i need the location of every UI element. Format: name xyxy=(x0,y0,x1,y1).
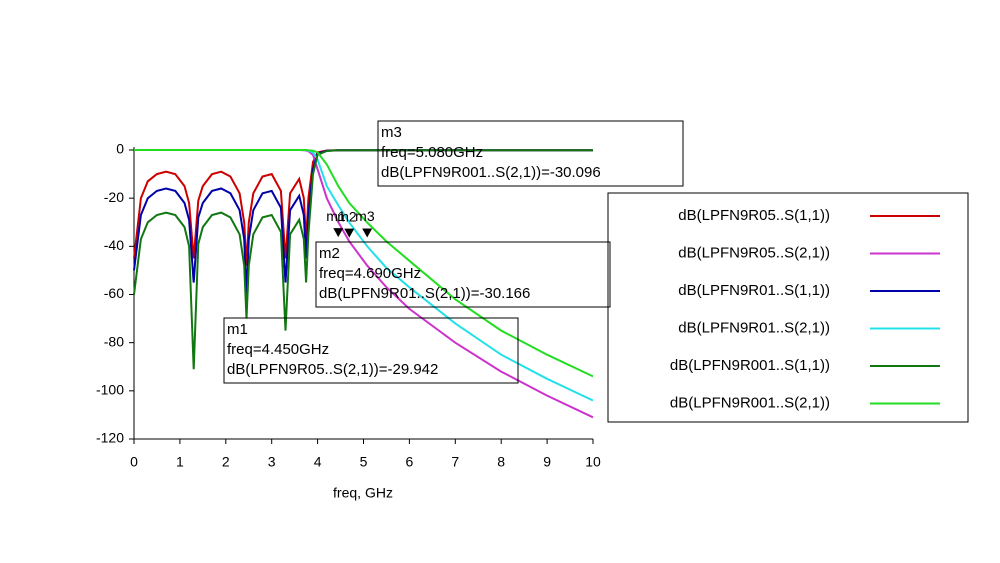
series-line xyxy=(133,149,593,370)
marker-readout: m1 xyxy=(227,321,248,338)
marker-readout: freq=4.450GHz xyxy=(227,341,329,358)
x-tick-label: 2 xyxy=(222,454,230,470)
x-tick-label: 6 xyxy=(406,454,414,470)
y-tick-label: 0 xyxy=(116,141,124,157)
marker-readout: freq=5.080GHz xyxy=(381,144,483,161)
marker-readout: dB(LPFN9R001..S(2,1))=-30.096 xyxy=(381,164,601,181)
series-line xyxy=(134,149,594,378)
x-tick-label: 5 xyxy=(360,454,368,470)
y-tick-label: -100 xyxy=(96,382,124,398)
x-tick-label: 1 xyxy=(176,454,184,470)
x-tick-label: 9 xyxy=(543,454,551,470)
legend-box xyxy=(607,192,969,423)
marker-name: m2 xyxy=(337,208,357,224)
x-tick-label: 10 xyxy=(585,454,601,470)
x-tick-label: 4 xyxy=(314,454,322,470)
marker-name: m1 xyxy=(326,208,346,224)
x-tick-label: 7 xyxy=(451,454,459,470)
x-tick-label: 0 xyxy=(130,454,138,470)
marker-readout: m2 xyxy=(319,245,340,262)
y-tick-label: -60 xyxy=(104,285,124,301)
legend-label: dB(LPFN9R001..S(2,1)) xyxy=(670,394,830,411)
marker-readout: dB(LPFN9R05..S(2,1))=-29.942 xyxy=(227,361,438,378)
marker-box xyxy=(223,317,519,384)
marker-triangle xyxy=(362,228,373,238)
legend-label: dB(LPFN9R05..S(2,1)) xyxy=(678,244,830,261)
marker-name: m3 xyxy=(355,208,375,224)
y-tick-label: -80 xyxy=(104,333,124,349)
y-tick-label: -120 xyxy=(96,430,124,446)
x-axis-label: freq, GHz xyxy=(333,485,393,501)
marker-triangle xyxy=(344,228,355,238)
marker-readout: freq=4.690GHz xyxy=(319,265,421,282)
marker-box xyxy=(377,120,684,187)
marker-readout: dB(LPFN9R01..S(2,1))=-30.166 xyxy=(319,285,530,302)
y-tick-label: -20 xyxy=(104,189,124,205)
y-tick-label: -40 xyxy=(104,237,124,253)
legend-label: dB(LPFN9R01..S(1,1)) xyxy=(678,282,830,299)
legend-label: dB(LPFN9R001..S(1,1)) xyxy=(670,357,830,374)
x-tick-label: 8 xyxy=(497,454,505,470)
marker-box xyxy=(315,241,611,308)
legend-label: dB(LPFN9R01..S(2,1)) xyxy=(678,319,830,336)
legend-label: dB(LPFN9R05..S(1,1)) xyxy=(678,207,830,224)
marker-readout: m3 xyxy=(381,124,402,141)
x-tick-label: 3 xyxy=(268,454,276,470)
marker-triangle xyxy=(333,228,344,238)
